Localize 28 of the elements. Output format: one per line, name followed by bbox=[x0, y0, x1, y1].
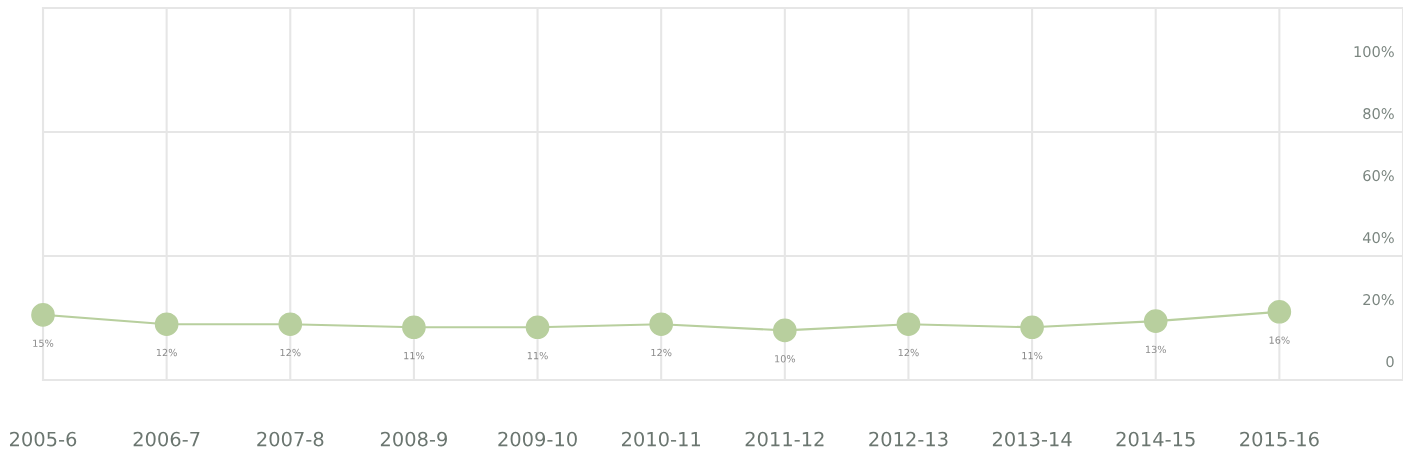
data-label: 11% bbox=[404, 351, 425, 360]
x-tick-label: 2014-15 bbox=[1116, 431, 1195, 447]
x-tick-label: 2011-12 bbox=[745, 431, 824, 447]
x-tick-label: 2012-13 bbox=[869, 431, 948, 447]
data-label: 10% bbox=[775, 355, 796, 363]
y-tick-label: 20% bbox=[1363, 294, 1394, 306]
y-tick-label: 0 bbox=[1386, 356, 1394, 368]
data-label: 12% bbox=[651, 348, 672, 357]
x-tick-label: 2006-7 bbox=[133, 431, 200, 447]
x-tick-label: 2005-6 bbox=[9, 431, 77, 447]
data-label: 15% bbox=[33, 339, 54, 347]
data-label: 16% bbox=[1269, 336, 1290, 344]
y-tick-label: 100% bbox=[1354, 46, 1394, 58]
x-tick-label: 2008-9 bbox=[380, 431, 447, 447]
data-label: 11% bbox=[527, 351, 548, 360]
data-label: 12% bbox=[156, 348, 177, 357]
y-tick-label: 80% bbox=[1363, 108, 1394, 120]
data-label: 11% bbox=[1022, 351, 1043, 360]
y-tick-label: 40% bbox=[1362, 232, 1394, 244]
x-tick-label: 2009-10 bbox=[498, 431, 577, 447]
x-tick-label: 2010-11 bbox=[621, 431, 701, 447]
x-tick-label: 2015-16 bbox=[1240, 431, 1319, 447]
data-label: 12% bbox=[898, 348, 919, 357]
y-tick-label: 60% bbox=[1363, 170, 1394, 182]
x-tick-label: 2007-8 bbox=[257, 431, 324, 447]
x-tick-label: 2013-14 bbox=[992, 431, 1072, 447]
data-label: 13% bbox=[1145, 345, 1166, 354]
data-label: 12% bbox=[280, 348, 301, 357]
